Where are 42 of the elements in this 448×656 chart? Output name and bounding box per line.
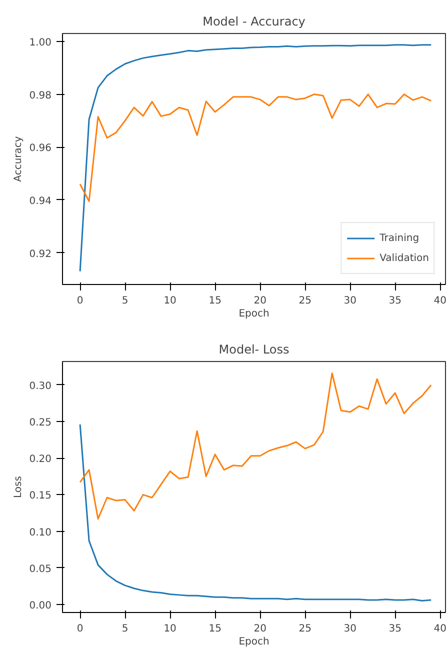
legend-label: Validation: [380, 252, 429, 264]
x-tick-label: 5: [122, 624, 128, 634]
y-tick-label: 0.92: [29, 248, 52, 260]
y-tick-label: 0.96: [29, 143, 52, 154]
x-tick-label: 25: [298, 296, 312, 306]
x-tick-label: 25: [298, 624, 312, 634]
y-tick-label: 1.00: [29, 37, 52, 48]
x-tick-label: 10: [164, 624, 176, 634]
y-tick-label: 0.10: [29, 527, 52, 538]
x-tick-label: 20: [254, 624, 266, 634]
chart-title: Model - Accuracy: [202, 14, 306, 28]
y-tick-label: 0.25: [29, 418, 52, 429]
x-tick-label: 35: [388, 624, 402, 634]
x-axis-title: Epoch: [238, 636, 270, 648]
x-tick-label: 35: [388, 296, 402, 306]
x-tick-label: 30: [344, 624, 356, 634]
x-tick-label: 5: [122, 296, 128, 306]
x-tick-label: 30: [344, 296, 356, 306]
line-series: [79, 44, 432, 272]
x-tick-label: 40: [434, 624, 446, 634]
line-series: [79, 94, 432, 202]
y-tick-label: 0.05: [29, 564, 52, 575]
x-tick-label: 20: [254, 296, 266, 306]
x-tick-label: 10: [164, 296, 176, 306]
y-tick-label: 0.94: [29, 196, 52, 207]
x-tick-label: 15: [208, 624, 222, 634]
x-tick-label: 0: [76, 624, 84, 634]
y-tick-label: 0.00: [29, 600, 52, 612]
x-axis-title: Epoch: [238, 308, 270, 320]
y-tick-label: 0.15: [29, 490, 52, 502]
legend-label: Training: [380, 232, 420, 244]
y-tick-label: 0.98: [29, 90, 52, 102]
y-axis-title: Loss: [13, 476, 24, 498]
x-tick-label: 0: [76, 296, 84, 306]
y-tick-label: 0.20: [29, 454, 52, 466]
line-series: [79, 372, 432, 520]
x-tick-label: 40: [434, 296, 446, 306]
line-series: [79, 424, 432, 602]
y-tick-label: 0.30: [29, 380, 52, 392]
y-axis-title: Accuracy: [13, 136, 24, 182]
x-tick-label: 15: [208, 296, 222, 306]
chart-title: Model- Loss: [218, 342, 290, 356]
